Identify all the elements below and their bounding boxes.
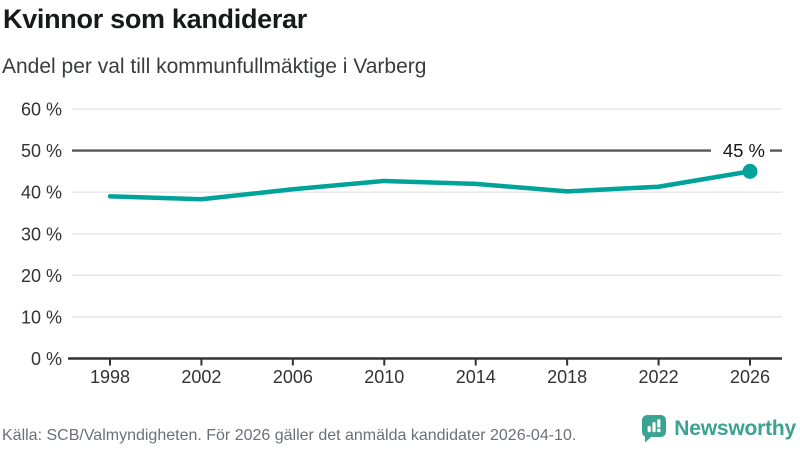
x-tick-label: 1998 — [90, 367, 130, 387]
x-tick-label: 2026 — [730, 367, 770, 387]
y-tick-label: 30 % — [21, 224, 62, 244]
end-value-label: 45 % — [723, 140, 765, 161]
newsworthy-brand-name: Newsworthy — [674, 416, 796, 440]
y-tick-label: 50 % — [21, 141, 62, 161]
x-tick-label: 2006 — [273, 367, 313, 387]
x-tick-label: 2018 — [547, 367, 587, 387]
y-tick-label: 0 % — [31, 349, 62, 369]
x-tick-label: 2002 — [181, 367, 221, 387]
chart-title: Kvinnor som kandiderar — [3, 4, 307, 34]
data-line — [107, 169, 753, 202]
newsworthy-brand: Newsworthy — [641, 414, 796, 443]
x-tick-label: 2010 — [364, 367, 404, 387]
x-tick-label: 2014 — [456, 367, 496, 387]
end-point-dot — [742, 163, 758, 179]
newsworthy-logo-icon — [642, 415, 667, 443]
x-tick-label: 2022 — [639, 367, 679, 387]
chart-subtitle: Andel per val till kommunfullmäktige i V… — [2, 55, 427, 78]
y-tick-label: 40 % — [21, 183, 62, 203]
source-note: Källa: SCB/Valmyndigheten. För 2026 gäll… — [2, 427, 577, 444]
y-tick-label: 10 % — [21, 307, 62, 327]
y-tick-label: 20 % — [21, 266, 62, 286]
y-tick-label: 60 % — [21, 100, 62, 120]
